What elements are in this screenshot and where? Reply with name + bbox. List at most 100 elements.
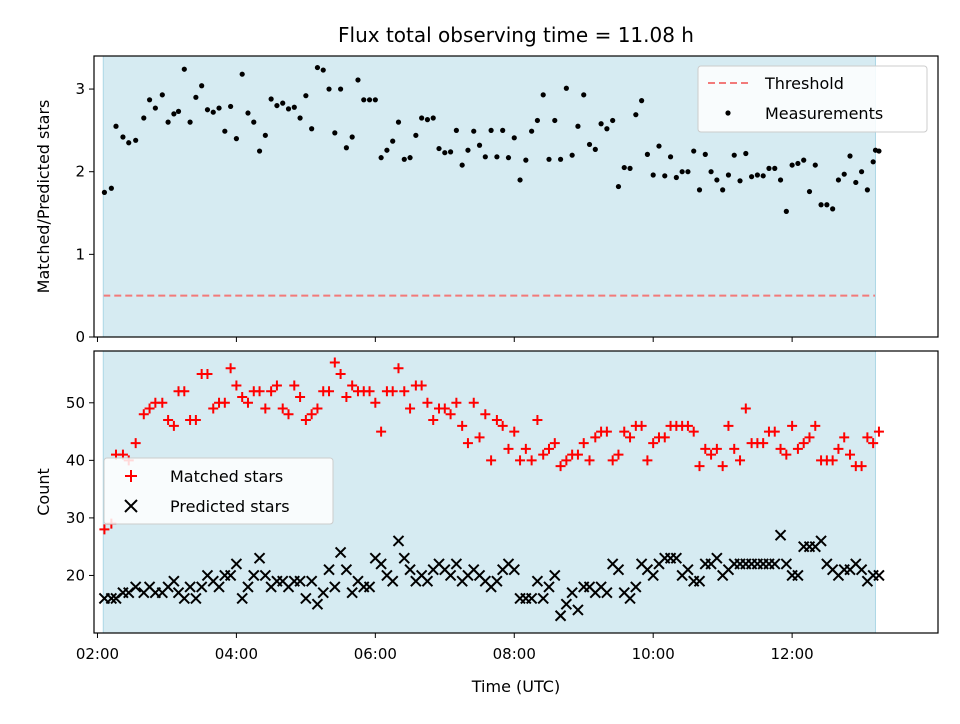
measurement-point [488,127,494,133]
measurement-point [853,179,859,186]
predicted-star-point [105,592,118,605]
matched-star-point [723,420,734,431]
measurement-point [586,141,593,148]
measurement-point [529,128,535,134]
matched-star-point [422,397,433,408]
measurement-point [592,146,598,152]
measurement-point [604,126,610,132]
matched-star-point [509,426,520,437]
matched-star-point [543,443,554,454]
matched-star-point [376,426,387,437]
matched-star-point [688,426,699,437]
measurement-point [876,148,882,154]
measurement-point [540,92,546,98]
matched-star-point [491,415,502,426]
matched-star-point [329,357,340,368]
predicted-star-point [323,563,335,576]
measurement-point [725,172,732,178]
measurement-point [662,173,668,179]
matched-star-point [144,403,155,414]
matched-star-point [393,363,404,374]
predicted-star-point [560,598,573,610]
predicted-star-point [711,552,723,564]
matched-star-point [405,403,416,414]
legend-measurements-label: Measurements [765,104,883,123]
matched-star-point [735,455,746,466]
measurement-point [355,77,361,83]
measurement-point [777,177,784,183]
matched-star-point [845,449,856,460]
predicted-star-point [531,575,544,587]
ratio-legend-box [697,65,928,133]
measurement-point [332,130,338,136]
matched-star-point [130,438,141,449]
measurement-point [204,107,211,113]
matched-star-point [295,392,306,403]
measurement-point [552,117,558,124]
predicted-star-point [224,569,237,582]
matched-star-point [289,380,300,391]
measurement-point [152,105,158,111]
matched-star-point [711,443,722,454]
measurement-point [159,92,165,98]
x-tick-label: 10:00 [632,645,675,663]
y-tick-label: 3 [75,80,85,98]
measurement-point [465,147,471,153]
measurement-point [633,112,639,118]
matched-star-point [740,403,751,414]
matched-star-point [636,420,647,431]
measurement-point [546,156,552,162]
matched-star-point [370,397,381,408]
matched-star-point [254,386,265,397]
predicted-star-point [421,575,434,587]
measurement-point [424,117,431,123]
measurement-point [378,155,384,161]
measurement-point [598,121,604,127]
predicted-star-point [491,575,503,587]
matched-star-point [682,420,693,431]
measurement-point [419,115,425,121]
chart-title: Flux total observing time = 11.08 h [338,23,694,47]
measurement-point [841,171,847,177]
matched-star-point [532,415,543,426]
matched-star-point [439,403,450,414]
matched-star-point [335,369,346,380]
measurement-point [442,150,448,156]
measurement-point [228,103,234,110]
matched-star-point [868,438,879,449]
matched-star-point [190,415,201,426]
measurement-point [268,96,274,102]
measurement-point [505,155,512,161]
matched-star-point [451,397,462,408]
matched-star-point [99,524,110,535]
predicted-star-point [168,575,180,587]
predicted-star-point [375,558,387,570]
y-tick-label: 30 [66,509,85,527]
measurement-point [326,86,332,92]
matched-star-point [202,369,213,380]
matched-star-point [347,380,358,391]
measurement-point [812,162,818,168]
matched-star-point [480,409,491,420]
matched-star-point [706,449,717,460]
measurement-point [476,142,483,148]
predicted-star-point [670,552,683,564]
matched-star-point [694,461,705,472]
predicted-star-point [647,569,659,582]
predicted-star-point [129,581,142,593]
predicted-star-point [624,592,636,605]
y-tick-label: 50 [66,394,85,412]
predicted-star-point [693,575,706,587]
measurement-point [280,100,286,106]
matched-star-point [462,438,473,449]
measurement-point [108,185,114,191]
matched-star-point [572,449,583,460]
measurement-point [181,66,187,72]
ratio-y-axis-label: Matched/Predicted stars [34,100,53,294]
measurement-point [731,152,737,158]
measurement-point [120,134,126,140]
measurement-point [494,154,500,160]
matched-star-point [758,438,769,449]
measurement-point [314,64,321,71]
matched-star-point [775,443,786,454]
